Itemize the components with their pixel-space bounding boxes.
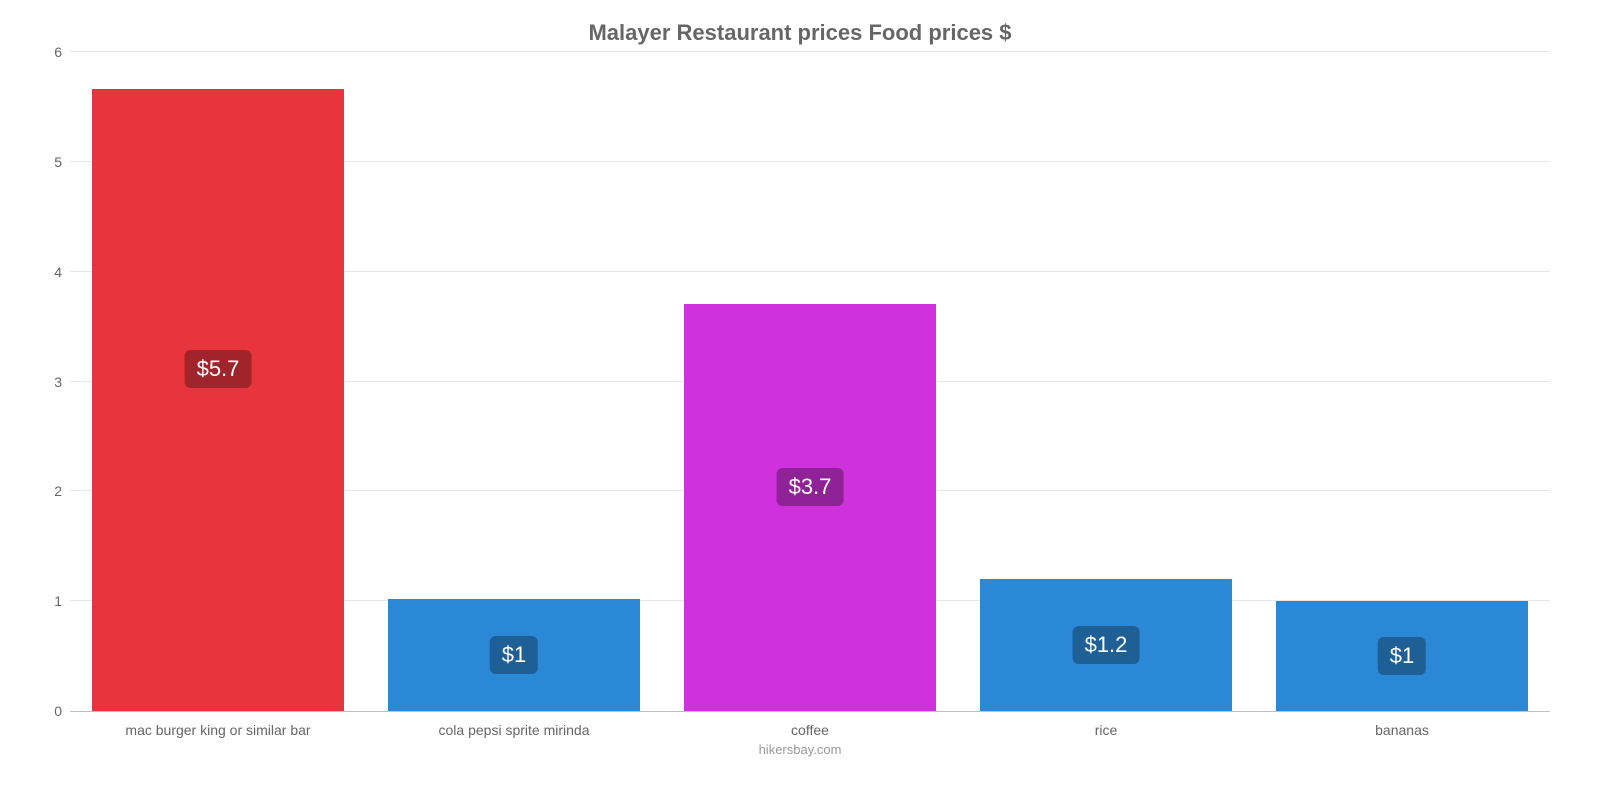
bar: $1	[388, 599, 640, 711]
bar-slot: $5.7	[70, 52, 366, 711]
y-tick-label: 1	[54, 593, 62, 609]
y-tick-label: 3	[54, 374, 62, 390]
credit-label: hikersbay.com	[30, 742, 1570, 757]
y-tick-label: 5	[54, 154, 62, 170]
y-tick-label: 2	[54, 483, 62, 499]
value-badge: $1.2	[1073, 626, 1140, 664]
x-tick-label: bananas	[1254, 722, 1550, 738]
bar-slot: $3.7	[662, 52, 958, 711]
bar: $3.7	[684, 304, 936, 711]
plot-area: $5.7$1$3.7$1.2$1 0123456	[70, 52, 1550, 712]
bar-slot: $1	[366, 52, 662, 711]
value-badge: $1	[1378, 637, 1426, 675]
bar: $5.7	[92, 89, 344, 711]
bar-slot: $1.2	[958, 52, 1254, 711]
bars-group: $5.7 $1 $3.7 $1.2 $1	[70, 52, 1550, 711]
chart-title: Malayer Restaurant prices Food prices $	[30, 20, 1570, 46]
value-badge: $5.7	[185, 350, 252, 388]
x-tick-label: coffee	[662, 722, 958, 738]
y-tick-label: 6	[54, 44, 62, 60]
bar: $1	[1276, 601, 1528, 711]
y-tick-label: 4	[54, 264, 62, 280]
x-tick-label: rice	[958, 722, 1254, 738]
chart-container: Malayer Restaurant prices Food prices $ …	[0, 0, 1600, 800]
bar: $1.2	[980, 579, 1232, 711]
bar-slot: $1	[1254, 52, 1550, 711]
x-axis-labels: mac burger king or similar barcola pepsi…	[70, 722, 1550, 738]
x-tick-label: mac burger king or similar bar	[70, 722, 366, 738]
value-badge: $3.7	[777, 468, 844, 506]
x-tick-label: cola pepsi sprite mirinda	[366, 722, 662, 738]
value-badge: $1	[490, 636, 538, 674]
y-tick-label: 0	[54, 703, 62, 719]
